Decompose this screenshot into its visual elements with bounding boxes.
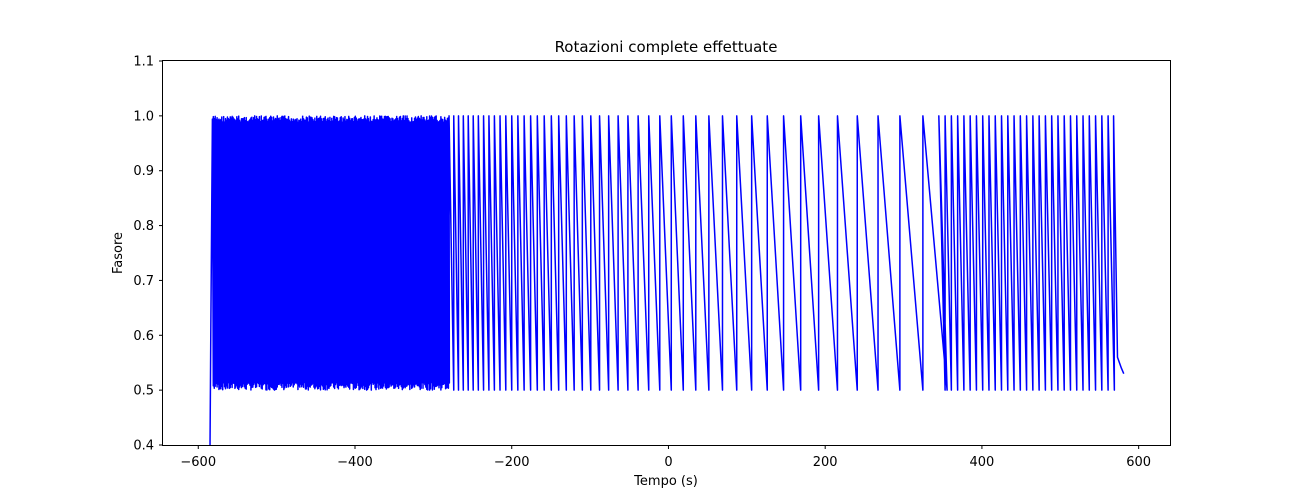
plot-area [209, 115, 1125, 445]
x-tick-label: 0 [664, 455, 672, 470]
y-tick-label: 1.1 [133, 55, 154, 70]
x-tick-label: −400 [337, 455, 373, 470]
plot-frame [162, 60, 1171, 446]
x-tick-label: −600 [180, 455, 216, 470]
chart-title: Rotazioni complete effettuate [555, 38, 778, 56]
x-tick-label: 400 [970, 455, 995, 470]
x-axis-label: Tempo (s) [633, 474, 698, 489]
y-tick-label: 0.6 [133, 329, 154, 344]
x-tick-label: 600 [1126, 455, 1151, 470]
y-axis-label: Fasore [111, 232, 126, 274]
x-tick-label: −200 [494, 455, 530, 470]
y-tick-label: 0.4 [133, 439, 154, 454]
y-tick-label: 0.5 [133, 384, 154, 399]
y-axis: 0.4 0.5 0.6 0.7 0.8 0.9 1.0 1.1 [133, 55, 163, 454]
y-tick-label: 0.7 [133, 274, 154, 289]
series-line-fasore [209, 115, 1125, 445]
y-tick-label: 0.9 [133, 164, 154, 179]
x-tick-label: 200 [813, 455, 838, 470]
x-axis: −600 −400 −200 0 200 400 600 [180, 445, 1151, 470]
y-tick-label: 1.0 [133, 109, 154, 124]
y-tick-label: 0.8 [133, 219, 154, 234]
